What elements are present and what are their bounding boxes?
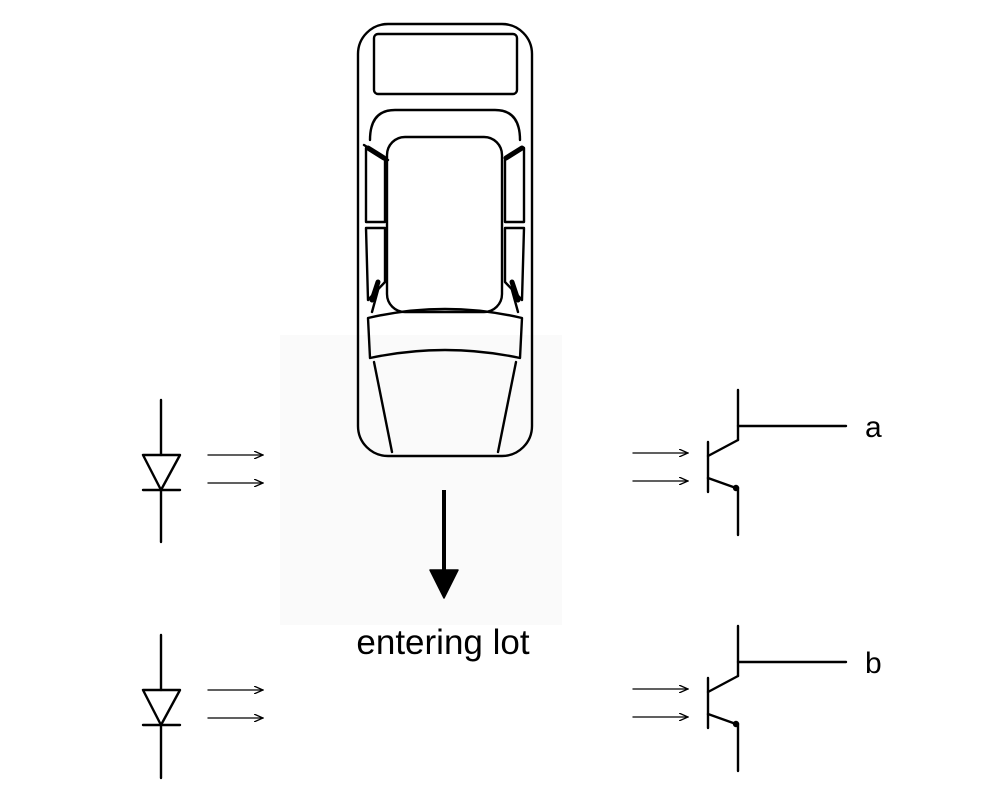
- light-beam-arrows-icon: [207, 690, 263, 718]
- arrow-down-icon: [429, 490, 459, 599]
- light-emitting-diode-icon: [141, 633, 182, 780]
- output-label-a: a: [865, 411, 882, 444]
- light-beam-arrows-icon: [632, 689, 688, 717]
- car-top-view-icon: [356, 22, 534, 458]
- light-beam-arrows-icon: [207, 455, 263, 483]
- output-label-b: b: [865, 647, 882, 680]
- detection-zone: [280, 335, 562, 625]
- direction-label: entering lot: [356, 623, 529, 662]
- phototransistor-icon: [706, 388, 848, 537]
- light-beam-arrows-icon: [632, 453, 688, 481]
- light-emitting-diode-icon: [141, 398, 182, 544]
- phototransistor-icon: [706, 624, 848, 773]
